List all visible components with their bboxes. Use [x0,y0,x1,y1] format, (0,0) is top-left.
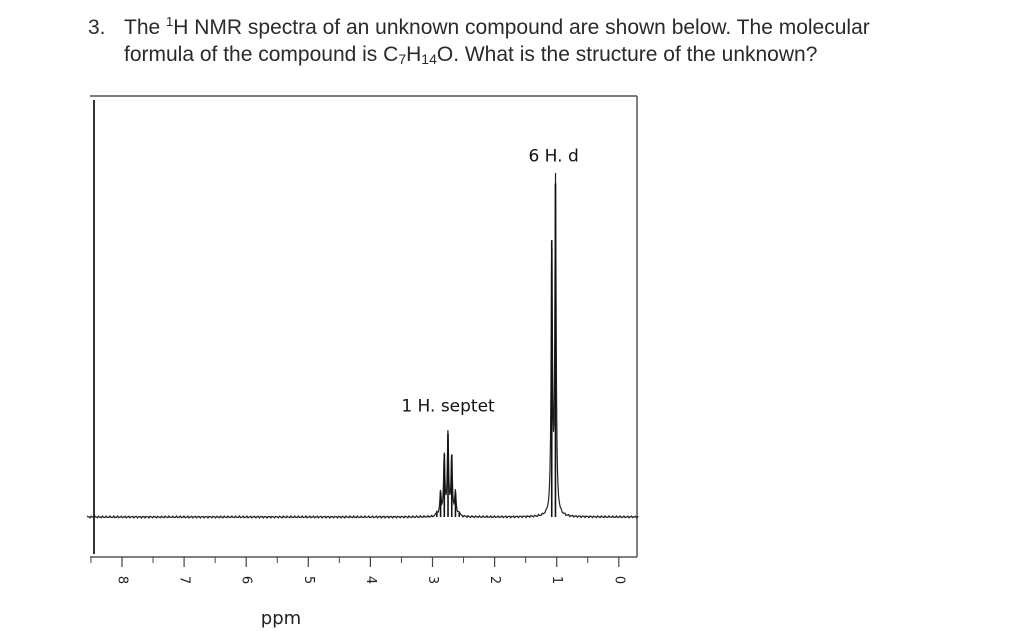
question-line-1: The 1H NMR spectra of an unknown compoun… [124,14,870,39]
x-tick-label: 5 [301,576,316,584]
peak-annotation: 1 H. septet [401,397,495,417]
x-tick-label: 2 [487,576,502,584]
question-body: The 1H NMR spectra of an unknown compoun… [124,14,1008,68]
question-text: 3. The 1H NMR spectra of an unknown comp… [88,14,1008,68]
x-tick-label: 6 [239,576,254,584]
question-line-2: formula of the compound is C7H14O. What … [124,43,818,67]
peak-annotation: 6 H. d [528,146,578,166]
x-tick-label: 3 [425,576,440,584]
x-tick-label: 0 [611,576,626,584]
x-tick-label: 4 [363,576,378,584]
x-tick-label: 7 [177,576,192,584]
spectrum-trace [86,172,639,520]
x-tick-label: 8 [115,576,130,584]
x-tick-label: 1 [549,576,564,584]
question-number: 3. [88,16,106,39]
x-axis-label: ppm [261,608,301,629]
